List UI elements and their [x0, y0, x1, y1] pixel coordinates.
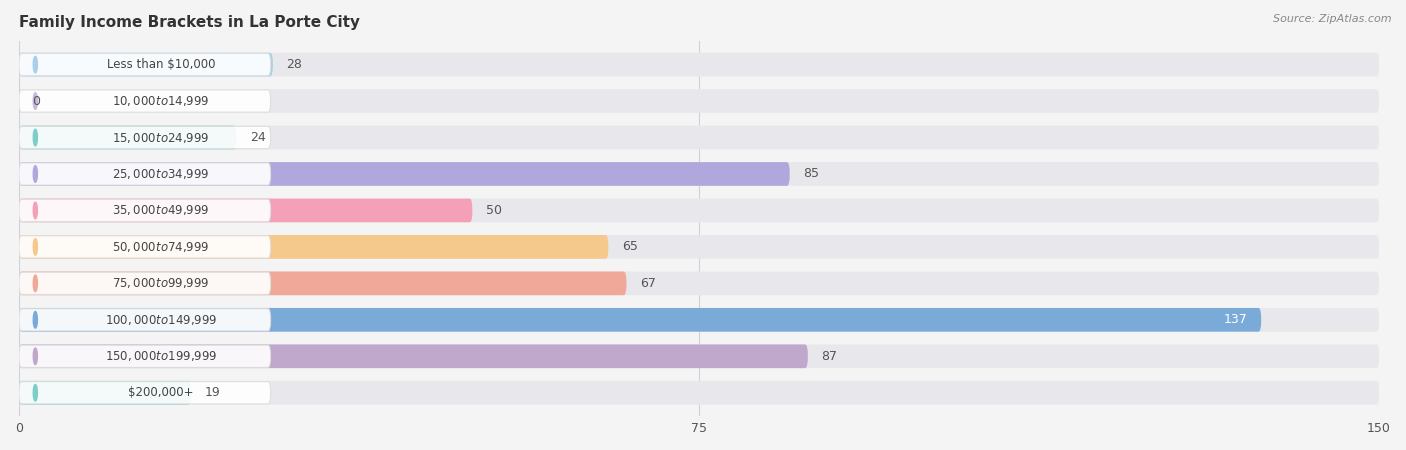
Text: $150,000 to $199,999: $150,000 to $199,999: [105, 349, 218, 363]
Text: 28: 28: [287, 58, 302, 71]
FancyBboxPatch shape: [20, 381, 191, 405]
Text: $200,000+: $200,000+: [128, 386, 194, 399]
Circle shape: [34, 93, 38, 109]
FancyBboxPatch shape: [20, 198, 472, 222]
Circle shape: [34, 166, 38, 182]
Circle shape: [34, 202, 38, 219]
FancyBboxPatch shape: [20, 271, 1379, 295]
FancyBboxPatch shape: [20, 53, 1379, 76]
Circle shape: [34, 384, 38, 401]
Text: 50: 50: [486, 204, 502, 217]
FancyBboxPatch shape: [20, 344, 808, 368]
Text: $15,000 to $24,999: $15,000 to $24,999: [112, 130, 209, 144]
FancyBboxPatch shape: [20, 53, 273, 76]
FancyBboxPatch shape: [20, 162, 1379, 186]
Text: 65: 65: [621, 240, 638, 253]
FancyBboxPatch shape: [20, 90, 270, 112]
Text: Less than $10,000: Less than $10,000: [107, 58, 215, 71]
Text: $50,000 to $74,999: $50,000 to $74,999: [112, 240, 209, 254]
Circle shape: [34, 56, 38, 73]
FancyBboxPatch shape: [20, 54, 270, 76]
FancyBboxPatch shape: [20, 381, 1379, 405]
Circle shape: [34, 275, 38, 292]
FancyBboxPatch shape: [20, 344, 1379, 368]
FancyBboxPatch shape: [20, 235, 609, 259]
Text: $35,000 to $49,999: $35,000 to $49,999: [112, 203, 209, 217]
Text: 137: 137: [1223, 313, 1247, 326]
FancyBboxPatch shape: [20, 235, 1379, 259]
FancyBboxPatch shape: [20, 163, 270, 185]
FancyBboxPatch shape: [20, 126, 236, 149]
FancyBboxPatch shape: [20, 199, 270, 221]
Text: 85: 85: [803, 167, 820, 180]
Text: $75,000 to $99,999: $75,000 to $99,999: [112, 276, 209, 290]
FancyBboxPatch shape: [20, 198, 1379, 222]
Text: Source: ZipAtlas.com: Source: ZipAtlas.com: [1274, 14, 1392, 23]
FancyBboxPatch shape: [20, 126, 1379, 149]
FancyBboxPatch shape: [20, 345, 270, 367]
Circle shape: [34, 238, 38, 255]
Text: 24: 24: [250, 131, 266, 144]
Text: $25,000 to $34,999: $25,000 to $34,999: [112, 167, 209, 181]
Text: 0: 0: [32, 94, 41, 108]
Text: $100,000 to $149,999: $100,000 to $149,999: [105, 313, 218, 327]
FancyBboxPatch shape: [20, 271, 627, 295]
FancyBboxPatch shape: [20, 308, 1261, 332]
FancyBboxPatch shape: [20, 308, 1379, 332]
FancyBboxPatch shape: [20, 89, 1379, 113]
FancyBboxPatch shape: [20, 162, 790, 186]
Circle shape: [34, 129, 38, 146]
FancyBboxPatch shape: [20, 126, 270, 148]
Circle shape: [34, 311, 38, 328]
FancyBboxPatch shape: [20, 382, 270, 404]
Text: 67: 67: [640, 277, 657, 290]
Text: 19: 19: [205, 386, 221, 399]
FancyBboxPatch shape: [20, 236, 270, 258]
Circle shape: [34, 348, 38, 365]
FancyBboxPatch shape: [20, 272, 270, 294]
Text: 87: 87: [821, 350, 838, 363]
FancyBboxPatch shape: [20, 309, 270, 331]
Text: Family Income Brackets in La Porte City: Family Income Brackets in La Porte City: [20, 15, 360, 30]
Text: $10,000 to $14,999: $10,000 to $14,999: [112, 94, 209, 108]
